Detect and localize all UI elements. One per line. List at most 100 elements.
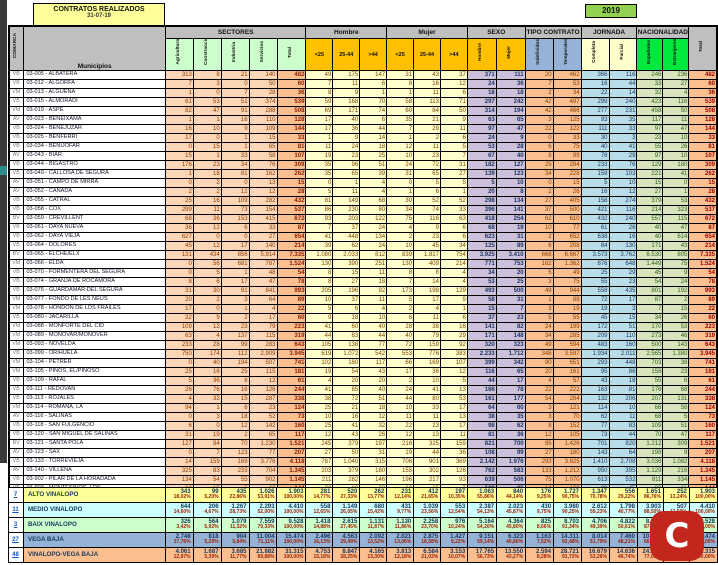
cell-extranjeros[interactable]: 75 (662, 259, 690, 269)
cell-sexo-mujer[interactable]: 36 (495, 79, 526, 89)
cell-industria[interactable]: 7 (220, 88, 250, 98)
cell-sectores-total[interactable]: 432 (276, 196, 307, 206)
cell-total[interactable]: 993 (688, 286, 718, 296)
cell-sectores-total[interactable]: 338 (276, 394, 307, 404)
report-title-cell[interactable]: CONTRATOS REALIZADOS 31-07-19 (33, 3, 165, 26)
cell-industria[interactable]: 123 (220, 448, 250, 458)
region-cell-indefinidos[interactable]: 825 8,66% (525, 517, 555, 533)
cell-sexo-hombre[interactable]: 18 (466, 88, 497, 98)
col-header-mujer-u25[interactable]: <25 (386, 38, 415, 71)
cell-agricultura[interactable]: 25 (164, 367, 194, 377)
cell-sectores-total[interactable]: 144 (276, 124, 307, 134)
cell-parcial[interactable]: 11 (608, 412, 638, 422)
cell-completa[interactable]: 132 (580, 394, 610, 404)
cell-municipio[interactable]: 03-059 - CREVILLENT (23, 214, 166, 224)
cell-construccion[interactable]: 30 (192, 286, 222, 296)
cell-hombre-25-44[interactable]: 85 (332, 385, 361, 395)
cell-comarca[interactable]: VM (8, 259, 25, 269)
cell-hombre-u25[interactable]: 25 (305, 421, 334, 431)
cell-servicios[interactable]: 140 (248, 70, 278, 80)
cell-sexo-mujer[interactable]: 25 (495, 277, 526, 287)
cell-mujer-25-44[interactable]: 325 (413, 439, 441, 449)
region-municipality-count[interactable]: 27 (8, 532, 24, 548)
cell-municipio[interactable]: 03-120 - SAN MIGUEL DE SALINAS (23, 430, 166, 440)
cell-parcial[interactable]: 15 (608, 313, 638, 323)
cell-mujer-25-44[interactable]: 29 (413, 124, 441, 134)
cell-mujer-u25[interactable]: 10 (386, 403, 415, 413)
cell-temporales[interactable]: 15 (552, 178, 582, 188)
cell-mujer-25-44[interactable]: 1.817 (413, 250, 441, 260)
cell-extranjeros[interactable]: 334 (662, 475, 690, 485)
cell-indefinidos[interactable]: 348 (524, 349, 554, 359)
cell-hombre-o44[interactable]: 26 (359, 430, 388, 440)
region-cell-sexo-hombre[interactable]: 2.387 54,13% (467, 502, 498, 518)
cell-completa[interactable]: 876 (580, 259, 610, 269)
cell-temporales[interactable]: 3.597 (552, 349, 582, 359)
cell-servicios[interactable]: 282 (248, 196, 278, 206)
cell-construccion[interactable]: 11 (192, 205, 222, 215)
cell-espanoles[interactable]: 207 (636, 394, 664, 404)
cell-municipio[interactable]: 03-109 - RAFAL (23, 376, 166, 386)
region-cell-indefinidos[interactable]: 176 9,25% (525, 487, 555, 503)
cell-servicios[interactable]: 15 (248, 133, 278, 143)
cell-industria[interactable]: 12 (220, 187, 250, 197)
cell-municipio[interactable]: 03-074 - GRANJA DE ROCAMORA (23, 277, 166, 287)
cell-comarca[interactable]: VB (8, 160, 25, 170)
cell-mujer-u25[interactable]: 839 (386, 250, 415, 260)
col-header-indefinidos[interactable]: Indefinidos (524, 38, 554, 71)
cell-agricultura[interactable]: 7 (164, 79, 194, 89)
cell-mujer-u25[interactable]: 17 (386, 367, 415, 377)
cell-comarca[interactable]: VM (8, 358, 25, 368)
region-cell-mujer-u25[interactable]: 231 12,14% (386, 487, 415, 503)
cell-sexo-mujer[interactable]: 141 (495, 205, 526, 215)
cell-mujer-o44[interactable]: 6 (439, 88, 468, 98)
cell-industria[interactable]: 12 (220, 421, 250, 431)
region-cell-industria[interactable]: 435 22,86% (220, 487, 250, 503)
cell-sexo-mujer[interactable]: 18 (495, 88, 526, 98)
cell-total[interactable]: 78 (688, 277, 718, 287)
cell-agricultura[interactable]: 313 (164, 70, 194, 80)
cell-hombre-25-44[interactable]: 41 (332, 421, 361, 431)
cell-total[interactable]: 741 (688, 358, 718, 368)
cell-mujer-u25[interactable]: 31 (386, 169, 415, 179)
cell-total[interactable]: 15 (688, 178, 718, 188)
cell-comarca[interactable]: VB (8, 457, 25, 467)
cell-mujer-o44[interactable]: 5 (439, 178, 468, 188)
cell-indefinidos[interactable]: 24 (524, 322, 554, 332)
cell-mujer-u25[interactable]: 75 (386, 214, 415, 224)
cell-espanoles[interactable]: 33 (636, 79, 664, 89)
cell-sexo-hombre[interactable]: 623 (466, 232, 497, 242)
region-cell-agricultura[interactable]: 343 18,02% (164, 487, 194, 503)
cell-municipio[interactable]: 03-051 - CAMPO DE MIRRA (23, 178, 166, 188)
cell-sexo-hombre[interactable]: 37 (466, 313, 497, 323)
cell-construccion[interactable]: 54 (192, 475, 222, 485)
cell-municipio[interactable]: 03-024 - BENEJUZAR (23, 124, 166, 134)
cell-parcial[interactable]: 26 (608, 223, 638, 233)
cell-sexo-mujer[interactable]: 127 (495, 160, 526, 170)
region-cell-hombre-o44[interactable]: 2.092 13,52% (359, 532, 388, 548)
cell-sexo-mujer[interactable]: 506 (495, 475, 526, 485)
cell-sexo-mujer[interactable]: 17 (495, 376, 526, 386)
cell-parcial[interactable]: 51 (608, 322, 638, 332)
region-cell-indefinidos[interactable]: 2.594 8,28% (525, 547, 555, 563)
region-cell-construccion[interactable]: 818 5,29% (192, 532, 222, 548)
cell-mujer-o44[interactable]: 71 (439, 97, 468, 107)
cell-extranjeros[interactable]: 2 (662, 295, 690, 305)
cell-comarca[interactable]: VB (8, 205, 25, 215)
cell-espanoles[interactable]: 170 (636, 322, 664, 332)
cell-espanoles[interactable]: 557 (636, 214, 664, 224)
cell-servicios[interactable]: 287 (248, 394, 278, 404)
cell-hombre-25-44[interactable]: 43 (332, 430, 361, 440)
cell-agricultura[interactable]: 131 (164, 250, 194, 260)
header-group-mujer[interactable]: Mujer (386, 25, 468, 39)
cell-hombre-o44[interactable]: 92 (359, 286, 388, 296)
cell-total[interactable]: 432 (688, 196, 718, 206)
cell-completa[interactable]: 172 (580, 322, 610, 332)
cell-sectores-total[interactable]: 539 (276, 97, 307, 107)
cell-hombre-25-44[interactable]: 54 (332, 367, 361, 377)
cell-municipio[interactable]: 03-044 - BIGASTRO (23, 160, 166, 170)
cell-agricultura[interactable]: 0 (164, 358, 194, 368)
cell-espanoles[interactable]: 45 (636, 268, 664, 278)
cell-sexo-mujer[interactable]: 254 (495, 214, 526, 224)
cell-temporales[interactable]: 610 (552, 214, 582, 224)
